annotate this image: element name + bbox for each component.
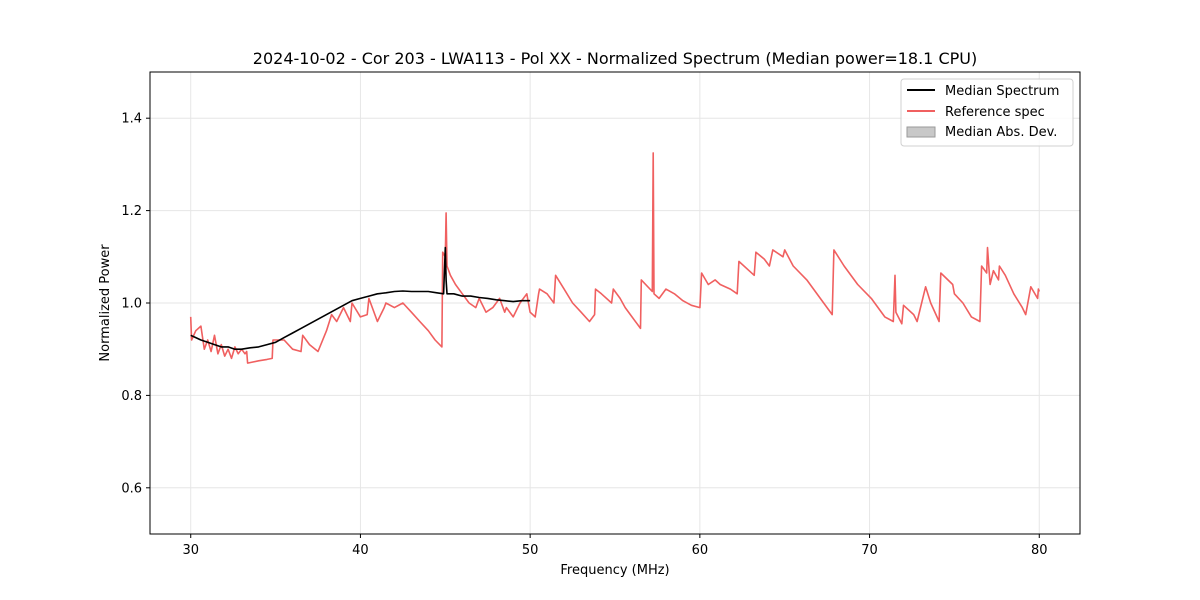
legend-label-median-abs-dev: Median Abs. Dev.	[945, 125, 1057, 140]
x-tick-label: 60	[692, 543, 709, 558]
x-tick-label: 40	[352, 543, 369, 558]
x-tick-label: 80	[1031, 543, 1048, 558]
x-tick-label: 30	[182, 543, 199, 558]
x-tick-label: 70	[861, 543, 878, 558]
chart-title: 2024-10-02 - Cor 203 - LWA113 - Pol XX -…	[253, 49, 977, 68]
legend-label-median-spectrum: Median Spectrum	[945, 84, 1059, 99]
series-layer	[189, 152, 1041, 364]
x-axis-label: Frequency (MHz)	[560, 563, 669, 578]
legend: Median Spectrum Reference spec Median Ab…	[900, 78, 1074, 147]
y-axis-label: Normalized Power	[98, 244, 113, 362]
ticks: 30 40 50 60 70 80 0.6 0.8 1.0 1.2 1.4	[121, 112, 1047, 558]
y-tick-label: 1.0	[121, 297, 142, 312]
y-tick-label: 0.8	[121, 389, 142, 404]
y-tick-label: 1.2	[121, 204, 142, 219]
series-line-median-spectrum	[190, 246, 531, 351]
y-tick-label: 1.4	[121, 112, 142, 127]
x-tick-label: 50	[522, 543, 539, 558]
y-tick-label: 0.6	[121, 481, 142, 496]
series-line-reference-spec	[189, 152, 1041, 364]
legend-box	[900, 78, 1074, 147]
legend-swatch-median-abs-dev	[906, 126, 936, 138]
legend-label-reference-spec: Reference spec	[945, 105, 1045, 120]
